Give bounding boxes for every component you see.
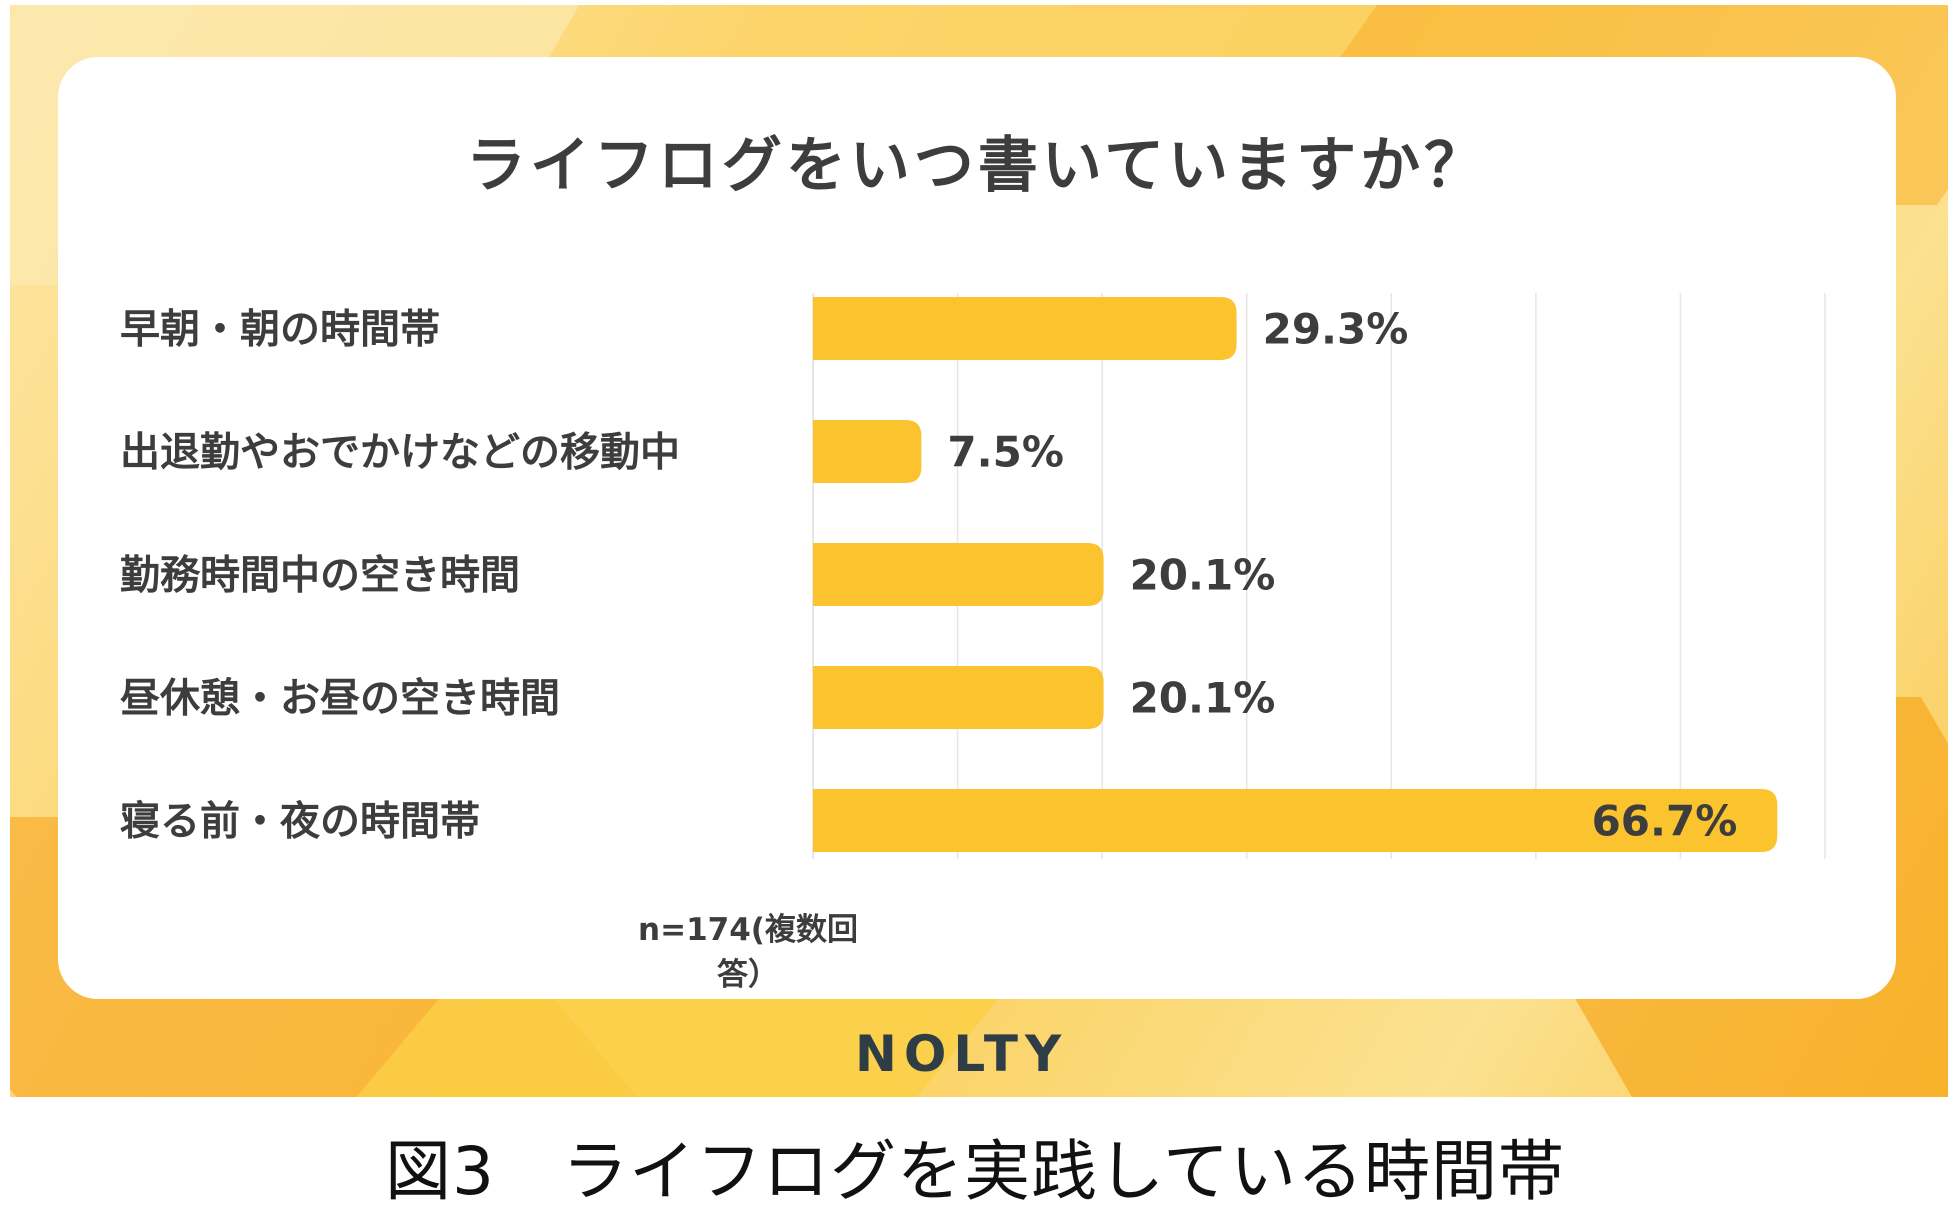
sample-size-note: n=174(複数回答） — [638, 912, 858, 993]
bar — [813, 666, 1104, 729]
value-label: 66.7% — [1592, 797, 1738, 846]
chart-card: ライフログをいつ書いていますか？ 早朝・朝の時間帯 29.3% 出退勤やおでかけなど… — [58, 57, 1896, 999]
value-label: 7.5% — [947, 428, 1063, 477]
bar — [813, 420, 922, 483]
brand-logo: NOLTY — [855, 1025, 1069, 1083]
bar-chart: 早朝・朝の時間帯 29.3% 出退勤やおでかけなどの移動中 7.5% 勤務時間中の空き時… — [120, 293, 1826, 859]
category-label: 出退勤やおでかけなどの移動中 — [120, 430, 680, 476]
category-label: 勤務時間中の空き時間 — [120, 553, 520, 599]
figure-caption: 図3 ライフログを実践している時間帯 — [384, 1133, 1565, 1210]
banner-background: ライフログをいつ書いていますか？ 早朝・朝の時間帯 29.3% 出退勤やおでかけなど… — [10, 5, 1948, 1097]
category-label: 寝る前・夜の時間帯 — [120, 799, 480, 845]
value-label: 29.3% — [1263, 305, 1409, 354]
bar — [813, 297, 1237, 360]
value-label: 20.1% — [1130, 551, 1276, 600]
category-label: 早朝・朝の時間帯 — [120, 307, 440, 353]
bar — [813, 543, 1104, 606]
value-label: 20.1% — [1130, 674, 1276, 723]
chart-title: ライフログをいつ書いていますか？ — [465, 131, 1489, 201]
category-label: 昼休憩・お昼の空き時間 — [120, 676, 560, 722]
bar — [813, 789, 1778, 852]
